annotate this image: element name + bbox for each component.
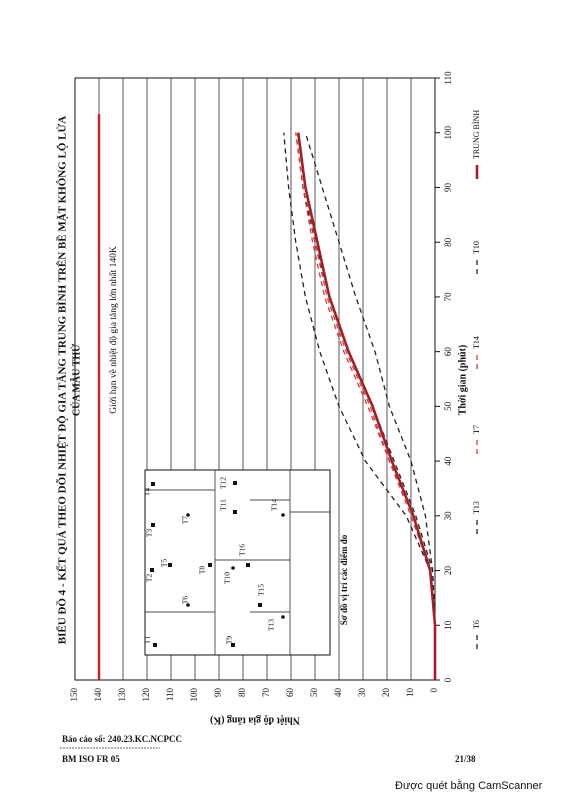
- inset-point: [208, 563, 212, 567]
- y-tick-label: 120: [141, 688, 151, 702]
- legend-label: T13: [472, 501, 481, 514]
- inset-point: [231, 643, 235, 647]
- x-tick-label: 50: [443, 401, 453, 411]
- inset-point: [246, 563, 250, 567]
- inset-point: [153, 643, 157, 647]
- y-tick-label: 100: [189, 688, 199, 702]
- inset-point: [186, 513, 190, 517]
- y-tick-label: 90: [213, 688, 223, 698]
- y-tick-label: 30: [357, 688, 367, 698]
- y-tick-label: 0: [429, 688, 439, 693]
- x-tick-label: 0: [443, 677, 453, 682]
- inset-point: [281, 615, 285, 619]
- chart-subtitle: CỦA MẪU THỬ: [69, 344, 82, 416]
- x-axis-label: Thời gian (phút): [457, 345, 468, 416]
- inset-point-label: T11: [219, 499, 228, 511]
- legend-label: T6: [472, 620, 481, 629]
- rotated-chart: 0 10 20 30 40 50 60 70 80 90 100 110 120 130 140 150 0 10…: [56, 71, 481, 726]
- x-tick-label: 80: [443, 237, 453, 247]
- inset-point-label: T12: [219, 477, 228, 489]
- inset-point-label: T2: [145, 574, 154, 583]
- y-tick-label: 110: [165, 688, 175, 702]
- x-tick-label: 40: [443, 456, 453, 466]
- x-tick-label: 60: [443, 347, 453, 357]
- chart-title: BIỂU ĐỒ 4 - KẾT QUẢ THEO DÕI NHIỆT ĐỘ GI…: [56, 116, 69, 644]
- series-line: [304, 132, 436, 680]
- inset-point-label: T10: [223, 572, 232, 584]
- inset-point-label: T5: [160, 559, 169, 568]
- y-tick-label: 150: [69, 688, 79, 702]
- y-tick-label: 80: [237, 688, 247, 698]
- page-number: 21/38: [455, 754, 476, 764]
- y-tick-label: 20: [381, 688, 391, 698]
- inset-point: [151, 482, 155, 486]
- inset-point-label: T8: [198, 566, 207, 575]
- form-code: BM ISO FR 05: [62, 754, 120, 764]
- y-tick-label: 60: [285, 688, 295, 698]
- y-tick-label: 130: [117, 688, 127, 702]
- inset-frame: [144, 469, 331, 656]
- inset-point-label: T16: [238, 544, 247, 556]
- y-tick-label: 40: [333, 688, 343, 698]
- inset-point-label: T1: [143, 636, 152, 645]
- x-tick-label: 10: [443, 620, 453, 630]
- inset-point: [151, 523, 155, 527]
- inset-point-label: T4: [143, 488, 152, 497]
- x-tick-label: 20: [443, 566, 453, 576]
- inset-point-label: T7: [181, 516, 190, 525]
- inset-point: [233, 481, 237, 485]
- inset-point-label: T3: [145, 529, 154, 538]
- legend-label: T10: [472, 241, 481, 254]
- inset-point-label: T6: [181, 596, 190, 605]
- inset-point: [233, 510, 237, 514]
- x-tick-label: 90: [443, 182, 453, 192]
- inset-point-label: T9: [225, 636, 234, 645]
- inset-point: [168, 563, 172, 567]
- inset-point: [150, 568, 154, 572]
- legend-label: T14: [472, 336, 481, 349]
- series-line: [296, 132, 437, 680]
- x-tick-label: 30: [443, 511, 453, 521]
- y-tick-label: 50: [309, 688, 319, 698]
- inset-point: [281, 513, 285, 517]
- x-tick-label: 110: [443, 71, 453, 85]
- inset-caption: Sơ đồ vị trí các điểm đo: [339, 534, 349, 625]
- legend-label: TRUNG BÌNH: [471, 110, 481, 159]
- limit-label: Giới hạn về nhiệt độ gia tăng lớn nhất 1…: [108, 246, 119, 414]
- inset-point-label: T14: [270, 499, 279, 511]
- inset-point-label: T15: [257, 584, 266, 596]
- y-axis-label: Nhiệt độ gia tăng (K): [210, 715, 300, 726]
- x-tick-label: 100: [443, 125, 453, 139]
- inset-point-label: T13: [267, 619, 276, 631]
- legend-label: T7: [472, 425, 481, 434]
- scanner-note: Được quét bằng CamScanner: [395, 779, 543, 792]
- x-tick-label: 70: [443, 292, 453, 302]
- y-tick-label: 70: [261, 688, 271, 698]
- inset-point: [186, 603, 190, 607]
- y-tick-label: 140: [93, 688, 103, 702]
- y-tick-label: 10: [405, 688, 415, 698]
- inset-point: [231, 566, 235, 570]
- inset-point: [258, 603, 262, 607]
- report-number: Báo cáo số: 240.23.KC.NCPCC: [62, 734, 182, 744]
